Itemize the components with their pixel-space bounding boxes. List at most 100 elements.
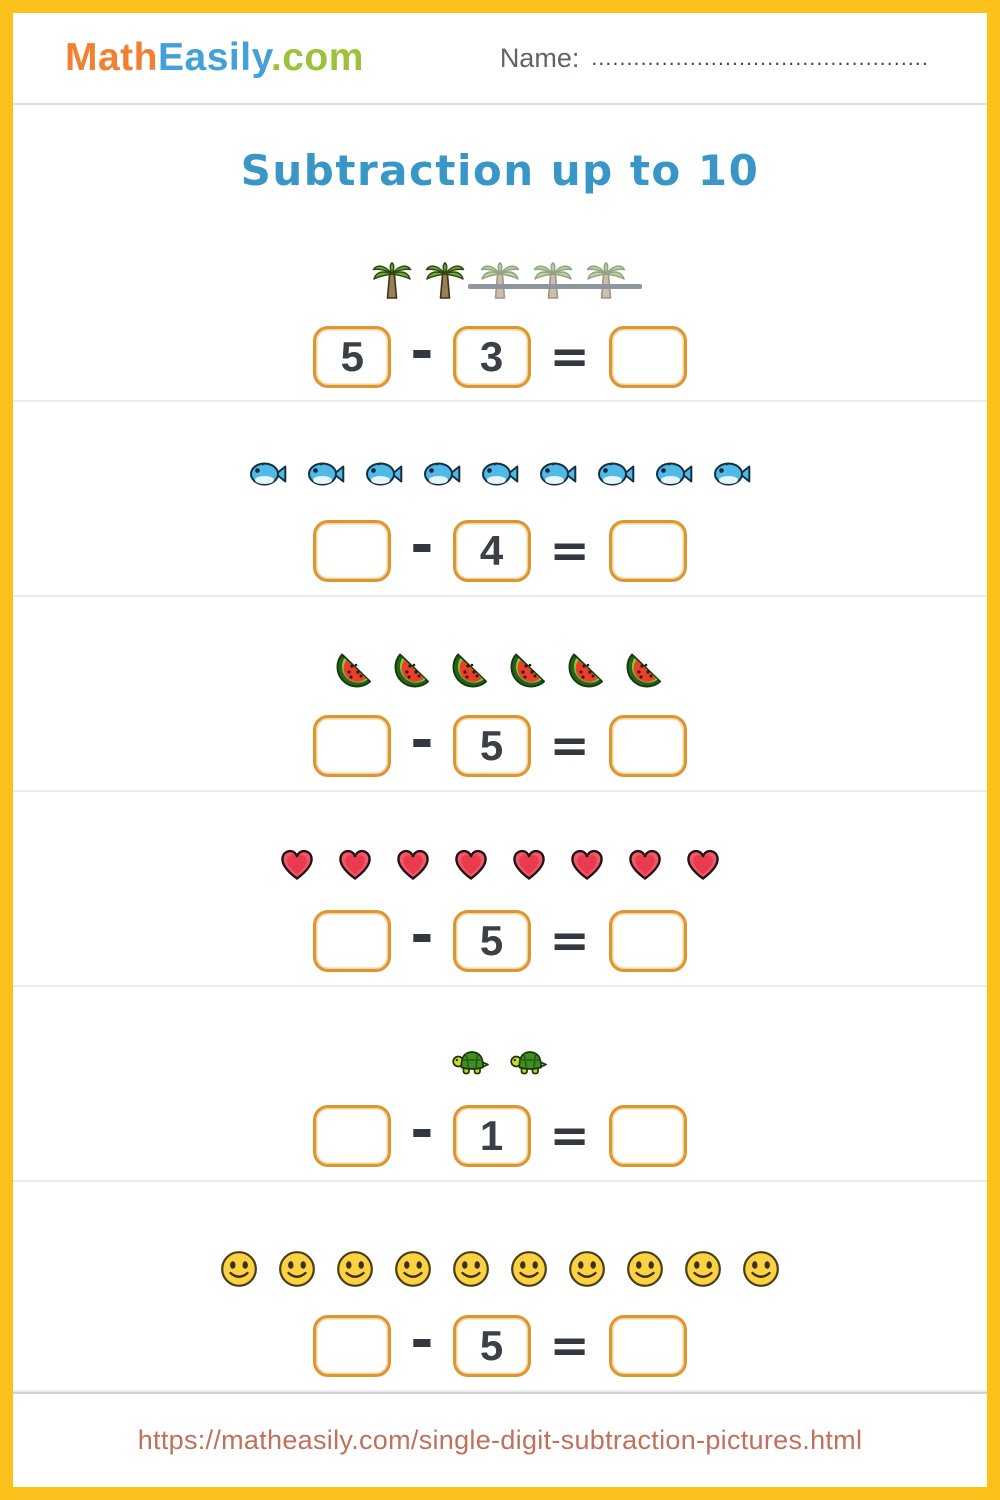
watermelon-icon [335,649,375,689]
smiley-icon [335,1249,375,1289]
subtrahend-box[interactable]: 3 [452,326,531,388]
problem-row-3: - 5 = [13,597,987,792]
answer-box[interactable] [608,910,687,972]
fish-icon [712,454,752,494]
smiley-icon [625,1249,665,1289]
fish-icon [306,454,346,494]
name-write-line[interactable]: ........................................… [591,46,929,70]
fish-icon [654,454,694,494]
equation: 5 - 3 = [313,319,687,388]
watermelon-icon [393,649,433,689]
watermelon-icon [451,649,491,689]
name-label: Name: [499,42,580,73]
turtle-icon [509,1039,549,1079]
heart-icon [567,844,607,884]
smiley-icon [219,1249,259,1289]
watermelon-icon [567,649,607,689]
equation: - 5 = [313,903,687,972]
subtrahend-box[interactable]: 1 [452,1105,531,1167]
fish-icon [538,454,578,494]
smiley-icon [741,1249,781,1289]
palm-tree-icon [372,262,412,302]
smiley-icon [393,1249,433,1289]
problem-row-6: - 5 = [13,1182,987,1392]
subtrahend-box[interactable]: 5 [452,910,531,972]
smiley-icon [683,1249,723,1289]
equals-sign: = [549,1318,590,1374]
watermelon-icon [625,649,665,689]
palm-tree-icon [533,262,573,302]
answer-box[interactable] [608,715,687,777]
turtle-icon [451,1039,491,1079]
heart-icon [393,844,433,884]
equation: - 4 = [313,513,687,582]
minus-sign: - [410,903,434,968]
equation: - 5 = [313,708,687,777]
fish-icon [364,454,404,494]
watermelon-icon [509,649,549,689]
heart-icon [625,844,665,884]
equation: - 1 = [313,1098,687,1167]
answer-box[interactable] [608,1105,687,1167]
picture-group [372,262,642,302]
minuend-box[interactable] [313,715,392,777]
fish-icon [596,454,636,494]
smiley-icon [277,1249,317,1289]
source-url: https://matheasily.com/single-digit-subt… [137,1425,863,1455]
logo-part-com: .com [270,36,364,79]
fish-icon [480,454,520,494]
subtrahend-box[interactable]: 5 [452,1315,531,1377]
problem-row-5: - 1 = [13,987,987,1182]
answer-box[interactable] [608,1315,687,1377]
heart-icon [335,844,375,884]
subtrahend-box[interactable]: 4 [452,520,531,582]
picture-group [335,649,665,689]
equation: - 5 = [313,1308,687,1377]
minus-sign: - [410,1308,434,1373]
subtrahend-box[interactable]: 5 [452,715,531,777]
logo-part-math: Math [65,36,158,79]
heart-icon [277,844,317,884]
problem-row-1: 5 - 3 = [13,235,987,402]
site-logo: MathEasily.com [65,36,364,80]
equals-sign: = [549,329,590,385]
fish-icon [248,454,288,494]
minuend-box[interactable]: 5 [313,326,392,388]
strikethrough-line [468,283,642,289]
minuend-box[interactable] [313,520,392,582]
minuend-box[interactable] [313,1105,392,1167]
problem-row-4: - 5 = [13,792,987,987]
minus-sign: - [410,708,434,773]
equals-sign: = [549,1108,590,1164]
minus-sign: - [410,1098,434,1163]
worksheet-title: Subtraction up to 10 [240,145,760,195]
equals-sign: = [549,913,590,969]
smiley-icon [567,1249,607,1289]
equals-sign: = [549,718,590,774]
minuend-box[interactable] [313,910,392,972]
smiley-icon [509,1249,549,1289]
palm-tree-icon [425,262,465,302]
equals-sign: = [549,523,590,579]
minus-sign: - [410,513,434,578]
crossed-out-group [468,262,642,302]
minuend-box[interactable] [313,1315,392,1377]
picture-group [277,844,723,884]
palm-tree-icon [586,262,626,302]
title-section: Subtraction up to 10 [13,105,987,235]
palm-tree-icon [480,262,520,302]
heart-icon [509,844,549,884]
picture-group [451,1039,549,1079]
answer-box[interactable] [608,326,687,388]
page-footer: https://matheasily.com/single-digit-subt… [13,1392,987,1487]
smiley-icon [451,1249,491,1289]
picture-group [219,1249,781,1289]
logo-part-easily: Easily [158,36,271,79]
answer-box[interactable] [608,520,687,582]
name-field-area: Name: ..................................… [500,43,929,74]
page-header: MathEasily.com Name: ...................… [13,13,987,105]
problem-row-2: - 4 = [13,402,987,597]
heart-icon [683,844,723,884]
minus-sign: - [410,319,434,384]
